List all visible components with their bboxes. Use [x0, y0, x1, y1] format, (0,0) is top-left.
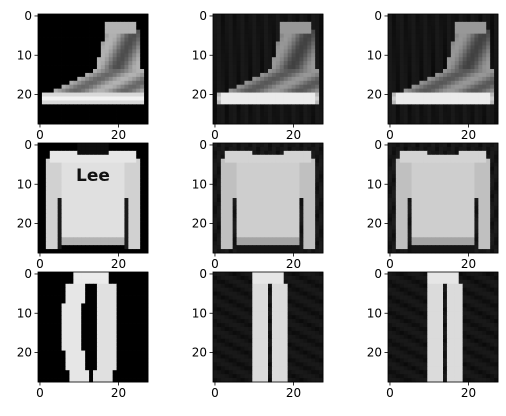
- y-tick-label: 10: [192, 48, 207, 62]
- x-tick-label: 0: [386, 128, 394, 142]
- y-tick-label: 0: [374, 9, 382, 23]
- y-tick-label: 0: [24, 9, 32, 23]
- y-tick-label: 0: [199, 267, 207, 281]
- x-tick-label: 0: [36, 386, 44, 400]
- y-tick-label: 20: [367, 346, 382, 360]
- x-tick-label: 0: [211, 257, 219, 271]
- image-trouser-original: [38, 272, 149, 383]
- image-ankle-boot-reconstruction-1: [213, 14, 324, 125]
- x-tick-label: 20: [461, 386, 476, 400]
- y-tick-label: 20: [367, 88, 382, 102]
- pullover-logo-text: Lee: [76, 166, 110, 186]
- x-tick-label: 20: [111, 257, 126, 271]
- y-tick-label: 10: [17, 306, 32, 320]
- panel-pullover-reconstruction-1: 0 20 0 10 20: [192, 138, 324, 271]
- x-tick-label: 0: [211, 128, 219, 142]
- image-trouser-reconstruction-1: [213, 272, 324, 383]
- y-tick-label: 0: [374, 267, 382, 281]
- panel-trouser-reconstruction-2: 0 20 0 10 20: [367, 267, 499, 400]
- x-tick-label: 20: [286, 257, 301, 271]
- image-pullover-reconstruction-1: [213, 143, 324, 254]
- y-tick-label: 20: [17, 88, 32, 102]
- y-tick-label: 0: [199, 138, 207, 152]
- panel-ankle-boot-original: 0 20 0 10 20: [17, 9, 149, 142]
- x-tick-label: 20: [111, 386, 126, 400]
- y-tick-label: 20: [367, 217, 382, 231]
- axes-frame: [387, 13, 499, 125]
- image-ankle-boot-original: [38, 14, 149, 125]
- panel-trouser-original: 0 20 0 10 20: [17, 267, 149, 400]
- axes-frame: [387, 271, 499, 383]
- axes-frame: [37, 271, 149, 383]
- y-tick-label: 10: [367, 48, 382, 62]
- panel-pullover-reconstruction-2: 0 20 0 10 20: [367, 138, 499, 271]
- y-tick-label: 20: [192, 88, 207, 102]
- image-pullover-reconstruction-2: [388, 143, 499, 254]
- x-tick-label: 0: [36, 257, 44, 271]
- y-tick-label: 20: [192, 346, 207, 360]
- x-tick-label: 0: [211, 386, 219, 400]
- image-pullover-original: [38, 143, 149, 254]
- panel-trouser-reconstruction-1: 0 20 0 10 20: [192, 267, 324, 400]
- y-tick-label: 20: [192, 217, 207, 231]
- y-tick-label: 0: [199, 9, 207, 23]
- axes-frame: [387, 142, 499, 254]
- y-tick-label: 10: [367, 177, 382, 191]
- image-ankle-boot-reconstruction-2: [388, 14, 499, 125]
- y-tick-label: 10: [17, 48, 32, 62]
- axes-frame: [37, 142, 149, 254]
- x-tick-label: 20: [286, 128, 301, 142]
- panel-pullover-original: Lee 0 20 0 10 20: [17, 138, 149, 271]
- x-tick-label: 20: [461, 257, 476, 271]
- axes-frame: [212, 271, 324, 383]
- x-tick-label: 0: [36, 128, 44, 142]
- panel-ankle-boot-reconstruction-1: 0 20 0 10 20: [192, 9, 324, 142]
- y-tick-label: 0: [24, 267, 32, 281]
- axes-frame: [212, 13, 324, 125]
- x-tick-label: 20: [111, 128, 126, 142]
- panel-ankle-boot-reconstruction-2: 0 20 0 10 20: [367, 9, 499, 142]
- y-tick-label: 10: [17, 177, 32, 191]
- axes-frame: [212, 142, 324, 254]
- y-tick-label: 20: [17, 217, 32, 231]
- y-tick-label: 20: [17, 346, 32, 360]
- x-tick-label: 0: [386, 386, 394, 400]
- axes-frame: [37, 13, 149, 125]
- y-tick-label: 10: [192, 306, 207, 320]
- x-tick-label: 20: [286, 386, 301, 400]
- x-tick-label: 20: [461, 128, 476, 142]
- x-tick-label: 0: [386, 257, 394, 271]
- y-tick-label: 0: [374, 138, 382, 152]
- y-tick-label: 10: [367, 306, 382, 320]
- y-tick-label: 10: [192, 177, 207, 191]
- y-tick-label: 0: [24, 138, 32, 152]
- image-trouser-reconstruction-2: [388, 272, 499, 383]
